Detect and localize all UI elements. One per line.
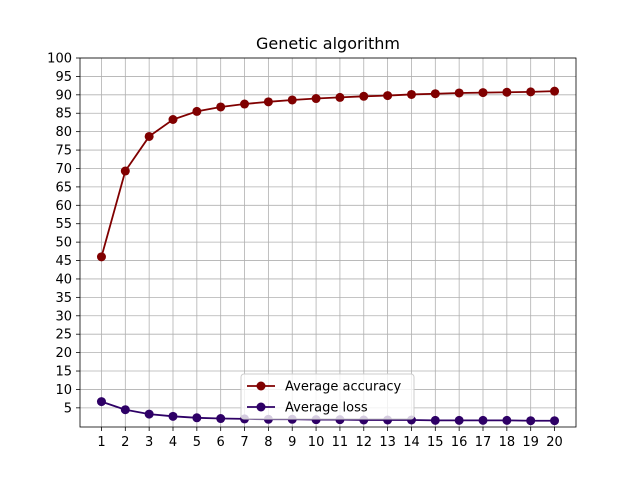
legend: Average accuracy Average loss (240, 373, 415, 420)
data-point (406, 89, 416, 99)
data-point (550, 416, 560, 426)
y-tick-label: 50 (55, 236, 72, 251)
y-tick-label: 10 (55, 383, 72, 398)
x-tick-label: 18 (499, 435, 516, 450)
x-tick-label: 2 (121, 435, 129, 450)
data-point (263, 97, 273, 107)
x-tick-label: 7 (240, 435, 248, 450)
y-tick-label: 15 (55, 365, 72, 380)
y-tick-label: 95 (55, 70, 72, 85)
y-tick-label: 40 (55, 272, 72, 287)
data-point (430, 415, 440, 425)
x-tick-label: 13 (379, 435, 396, 450)
data-point (454, 88, 464, 98)
y-tick-label: 65 (55, 180, 72, 195)
x-tick-label: 14 (403, 435, 420, 450)
x-tick-label: 8 (264, 435, 272, 450)
data-point (240, 99, 250, 109)
data-point (311, 94, 321, 104)
x-tick-label: 1 (97, 435, 105, 450)
y-tick-label: 85 (55, 107, 72, 122)
plot-frame (79, 57, 577, 428)
data-point (478, 415, 488, 425)
y-tick-label: 30 (55, 309, 72, 324)
x-tick-label: 15 (427, 435, 444, 450)
data-point (120, 166, 130, 176)
data-point (335, 92, 345, 102)
chart-title: Genetic algorithm (256, 34, 400, 53)
y-tick-label: 35 (55, 291, 72, 306)
y-tick-label: 60 (55, 199, 72, 214)
x-tick-label: 19 (522, 435, 539, 450)
y-tick-label: 55 (55, 217, 72, 232)
x-tick-label: 9 (288, 435, 296, 450)
legend-box (240, 373, 415, 420)
x-tick-label: 11 (332, 435, 349, 450)
x-tick-label: 5 (193, 435, 201, 450)
legend-marker (256, 402, 266, 412)
data-point (96, 397, 106, 407)
data-point (550, 86, 560, 96)
y-tick-label: 75 (55, 144, 72, 159)
y-tick-label: 70 (55, 162, 72, 177)
y-tick-label: 25 (55, 328, 72, 343)
data-point (526, 87, 536, 97)
data-point (526, 416, 536, 426)
data-point (144, 131, 154, 141)
legend-label: Average loss (285, 401, 368, 416)
axes: 1 2 3 4 5 6 7 8 9 10 11 12 13 14 15 16 17 18 19 20510152025… (47, 52, 577, 450)
y-tick-label: 80 (55, 125, 72, 140)
x-tick-label: 16 (451, 435, 468, 450)
data-point (144, 409, 154, 419)
series-group (96, 86, 560, 426)
y-tick-label: 20 (55, 346, 72, 361)
legend-label: Average accuracy (285, 380, 401, 395)
data-point (430, 89, 440, 99)
data-point (502, 87, 512, 97)
data-point (216, 102, 226, 112)
data-point (96, 252, 106, 262)
data-point (359, 91, 369, 101)
data-point (168, 411, 178, 421)
y-tick-label: 45 (55, 254, 72, 269)
data-point (168, 115, 178, 124)
x-tick-label: 10 (308, 435, 325, 450)
data-point (502, 415, 512, 425)
data-point (454, 415, 464, 425)
data-point (192, 413, 202, 423)
y-tick-label: 90 (55, 88, 72, 103)
x-tick-label: 17 (475, 435, 492, 450)
x-tick-label: 12 (355, 435, 372, 450)
x-tick-label: 3 (145, 435, 153, 450)
legend-marker (256, 381, 266, 391)
y-tick-label: 100 (47, 52, 72, 67)
data-point (287, 95, 297, 105)
series-1 (96, 86, 560, 262)
data-point (216, 414, 226, 424)
x-tick-label: 4 (169, 435, 177, 450)
data-point (478, 88, 488, 98)
x-tick-label: 20 (546, 435, 563, 450)
y-tick-label: 5 (64, 401, 72, 416)
data-point (120, 405, 130, 415)
data-point (383, 91, 393, 101)
data-point (192, 106, 202, 116)
x-tick-label: 6 (217, 435, 225, 450)
